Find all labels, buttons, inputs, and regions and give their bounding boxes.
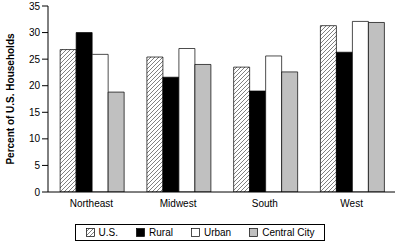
svg-text:West: West: [340, 198, 363, 209]
svg-text:20: 20: [29, 80, 41, 91]
svg-text:30: 30: [29, 27, 41, 38]
svg-text:10: 10: [29, 133, 41, 144]
svg-text:15: 15: [29, 107, 41, 118]
svg-text:0: 0: [34, 187, 40, 198]
svg-text:Midwest: Midwest: [160, 198, 197, 209]
svg-text:25: 25: [29, 54, 41, 65]
html-text:U.S.: U.S.: [98, 227, 118, 238]
svg-text:Northeast: Northeast: [70, 198, 114, 209]
svg-text:35: 35: [29, 1, 41, 12]
svg-text:5: 5: [34, 160, 40, 171]
html-text:Central City: Central City: [262, 227, 315, 238]
svg-text:Percent of U.S. Households: Percent of U.S. Households: [8, 33, 16, 165]
html-text:Urban: Urban: [203, 227, 232, 238]
svg-text:South: South: [252, 198, 278, 209]
html-text:Rural: Rural: [149, 227, 173, 238]
